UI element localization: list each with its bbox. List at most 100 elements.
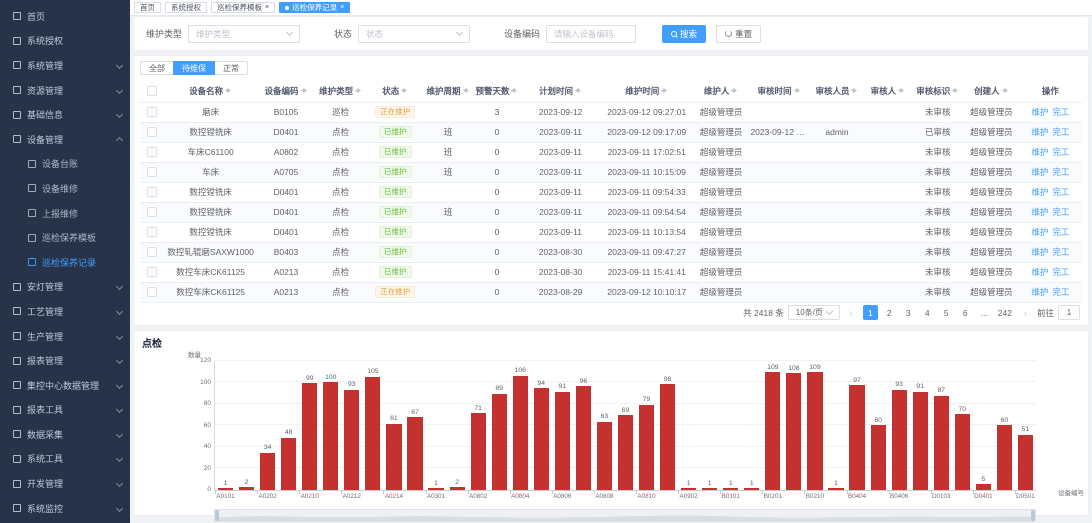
device-code-input[interactable]: 请输入设备编码 xyxy=(546,24,637,43)
prev-page-button[interactable]: ‹ xyxy=(843,305,859,320)
maintain-link[interactable]: 维护 xyxy=(1031,147,1049,157)
finish-link[interactable]: 完工 xyxy=(1052,127,1070,137)
page-size-select[interactable]: 10条/页 xyxy=(787,305,840,320)
row-checkbox[interactable] xyxy=(146,167,157,178)
maintain-link[interactable]: 维护 xyxy=(1031,267,1049,277)
sidebar-item-andon-mgmt[interactable]: 安灯管理 xyxy=(0,275,130,300)
sidebar-item-system-auth[interactable]: 系统授权 xyxy=(0,29,130,54)
sort-icon[interactable] xyxy=(952,86,959,95)
sort-icon[interactable] xyxy=(731,86,738,95)
sort-icon[interactable] xyxy=(1001,86,1009,95)
sidebar-item-data-collect[interactable]: 数据采集 xyxy=(0,422,130,447)
page-button-1[interactable]: 1 xyxy=(862,305,878,320)
row-checkbox[interactable] xyxy=(146,287,157,298)
next-page-button[interactable]: › xyxy=(1017,305,1033,320)
maintain-link[interactable]: 维护 xyxy=(1031,127,1049,137)
finish-link[interactable]: 完工 xyxy=(1052,227,1070,237)
finish-link[interactable]: 完工 xyxy=(1052,167,1070,177)
select-all-checkbox[interactable] xyxy=(146,86,157,97)
cell-aflag: 未审核 xyxy=(911,262,965,283)
sort-icon[interactable] xyxy=(898,86,905,95)
close-icon[interactable]: × xyxy=(340,4,345,11)
maintain-link[interactable]: 维护 xyxy=(1031,167,1049,177)
sidebar-item-system-tool[interactable]: 系统工具 xyxy=(0,447,130,472)
maintenance-type-select[interactable]: 维护类型 xyxy=(188,24,301,43)
sort-icon[interactable] xyxy=(462,86,470,95)
cell-name: 车床 xyxy=(163,162,258,183)
sidebar-item-resource-mgmt[interactable]: 资源管理 xyxy=(0,78,130,103)
maintain-link[interactable]: 维护 xyxy=(1031,107,1049,117)
sidebar-subitem-equipment-repair[interactable]: 设备维修 xyxy=(0,176,130,201)
sidebar-item-system-mgmt[interactable]: 系统管理 xyxy=(0,53,130,78)
sort-icon[interactable] xyxy=(401,86,408,95)
sidebar-item-process-mgmt[interactable]: 工艺管理 xyxy=(0,299,130,324)
finish-link[interactable]: 完工 xyxy=(1052,247,1070,257)
page-button-4[interactable]: 4 xyxy=(919,305,935,320)
page-button-2[interactable]: 2 xyxy=(881,305,897,320)
sort-icon[interactable] xyxy=(793,86,801,95)
close-icon[interactable]: × xyxy=(265,4,270,11)
sidebar-item-base-info[interactable]: 基础信息 xyxy=(0,102,130,127)
row-checkbox[interactable] xyxy=(146,227,157,238)
sidebar-item-equipment-mgmt[interactable]: 设备管理 xyxy=(0,127,130,152)
row-checkbox[interactable] xyxy=(146,247,157,258)
datazoom-right-handle[interactable] xyxy=(1031,509,1035,521)
row-checkbox[interactable] xyxy=(146,187,157,198)
sort-icon[interactable] xyxy=(575,86,582,95)
reset-button[interactable]: 重置 xyxy=(716,24,762,43)
finish-link[interactable]: 完工 xyxy=(1052,147,1070,157)
tag-inspection-template[interactable]: 巡检保养模板 × xyxy=(211,2,276,13)
tag-system-auth[interactable]: 系统授权 xyxy=(165,2,207,13)
maintain-link[interactable]: 维护 xyxy=(1031,247,1049,257)
sidebar-item-central-data-mgmt[interactable]: 集控中心数据管理 xyxy=(0,373,130,398)
datazoom-left-handle[interactable] xyxy=(215,509,219,521)
sidebar-item-home[interactable]: 首页 xyxy=(0,4,130,29)
page-button-5[interactable]: 5 xyxy=(938,305,954,320)
page-button-6[interactable]: 6 xyxy=(957,305,973,320)
sidebar-item-production-mgmt[interactable]: 生产管理 xyxy=(0,324,130,349)
bar-value-label: 106 xyxy=(514,367,526,375)
sort-icon[interactable] xyxy=(511,86,518,95)
sort-icon[interactable] xyxy=(225,86,232,95)
maintain-link[interactable]: 维护 xyxy=(1031,227,1049,237)
row-checkbox[interactable] xyxy=(146,267,157,278)
bar-value-label: 105 xyxy=(367,368,379,376)
finish-link[interactable]: 完工 xyxy=(1052,267,1070,277)
page-button-242[interactable]: 242 xyxy=(995,305,1014,320)
maintain-link[interactable]: 维护 xyxy=(1031,287,1049,297)
page-button-3[interactable]: 3 xyxy=(900,305,916,320)
maintain-link[interactable]: 维护 xyxy=(1031,207,1049,217)
sidebar-subitem-report-repair[interactable]: 上报维修 xyxy=(0,201,130,226)
filter-tab-normal[interactable]: 正常 xyxy=(215,61,248,75)
status-select[interactable]: 状态 xyxy=(358,24,471,43)
cell-cycle xyxy=(423,102,473,123)
sort-icon[interactable] xyxy=(355,86,362,95)
sidebar-subitem-inspection-template[interactable]: 巡检保养模板 xyxy=(0,225,130,250)
search-button[interactable]: 搜索 xyxy=(662,24,707,43)
finish-link[interactable]: 完工 xyxy=(1052,207,1070,217)
sidebar-subitem-equipment-ledger[interactable]: 设备台账 xyxy=(0,152,130,177)
sidebar-item-dev-mgmt[interactable]: 开发管理 xyxy=(0,471,130,496)
datazoom-slider[interactable] xyxy=(214,508,1036,522)
jump-page-input[interactable]: 1 xyxy=(1058,305,1080,320)
sidebar-subitem-inspection-record[interactable]: 巡检保养记录 xyxy=(0,250,130,275)
maintain-link[interactable]: 维护 xyxy=(1031,187,1049,197)
sidebar-item-report-mgmt[interactable]: 报表管理 xyxy=(0,348,130,373)
sort-icon[interactable] xyxy=(851,86,858,95)
filter-tab-pending[interactable]: 待维保 xyxy=(173,61,215,75)
finish-link[interactable]: 完工 xyxy=(1052,187,1070,197)
row-checkbox[interactable] xyxy=(146,207,157,218)
row-checkbox[interactable] xyxy=(146,127,157,138)
sort-icon[interactable] xyxy=(661,86,668,95)
filter-tab-all[interactable]: 全部 xyxy=(140,61,173,75)
finish-link[interactable]: 完工 xyxy=(1052,287,1070,297)
tag-home[interactable]: 首页 xyxy=(134,2,161,13)
sidebar-item-system-monitor[interactable]: 系统监控 xyxy=(0,496,130,521)
cell-aperson xyxy=(864,182,912,203)
row-checkbox[interactable] xyxy=(146,107,157,118)
row-checkbox[interactable] xyxy=(146,147,157,158)
sidebar-item-report-tool[interactable]: 报表工具 xyxy=(0,398,130,423)
sort-icon[interactable] xyxy=(300,86,308,95)
tag-inspection-record[interactable]: 巡检保养记录 × xyxy=(279,2,351,13)
finish-link[interactable]: 完工 xyxy=(1052,107,1070,117)
